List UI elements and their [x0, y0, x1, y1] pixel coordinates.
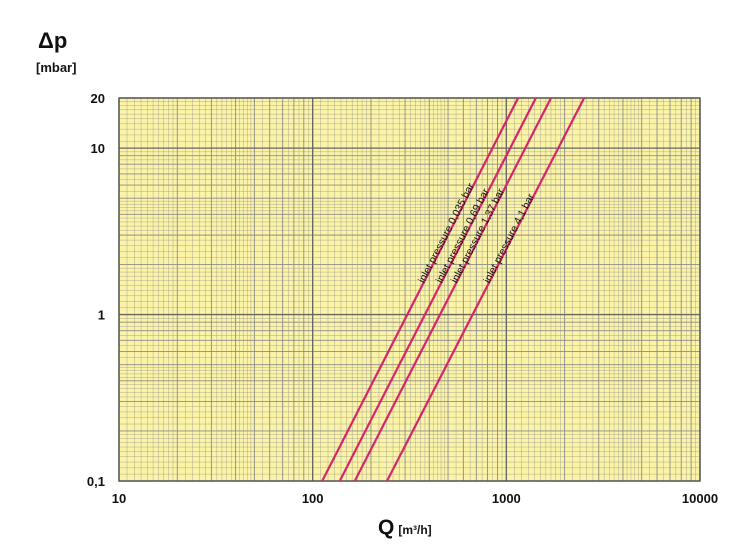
series-line [321, 97, 520, 482]
y-tick-label: 10 [91, 141, 105, 156]
plot-frame [118, 97, 701, 482]
x-tick-label: 1000 [492, 491, 521, 506]
plot-background [119, 98, 700, 481]
series-line [386, 97, 586, 482]
x-axis-unit: [m³/h] [398, 523, 432, 537]
y-axis-title: Δp [38, 28, 68, 53]
y-tick-label: 0,1 [87, 474, 105, 489]
series-line [353, 97, 552, 482]
x-axis-title: Q [m³/h] [378, 516, 432, 540]
y-tick-label: 1 [98, 308, 105, 323]
x-tick-label: 10 [112, 491, 126, 506]
x-axis-label: Q [378, 516, 395, 539]
y-tick-label: 20 [91, 91, 105, 106]
x-tick-label: 100 [302, 491, 324, 506]
x-tick-label: 10000 [682, 491, 718, 506]
y-axis-unit: [mbar] [36, 60, 77, 75]
series-line [338, 97, 537, 482]
